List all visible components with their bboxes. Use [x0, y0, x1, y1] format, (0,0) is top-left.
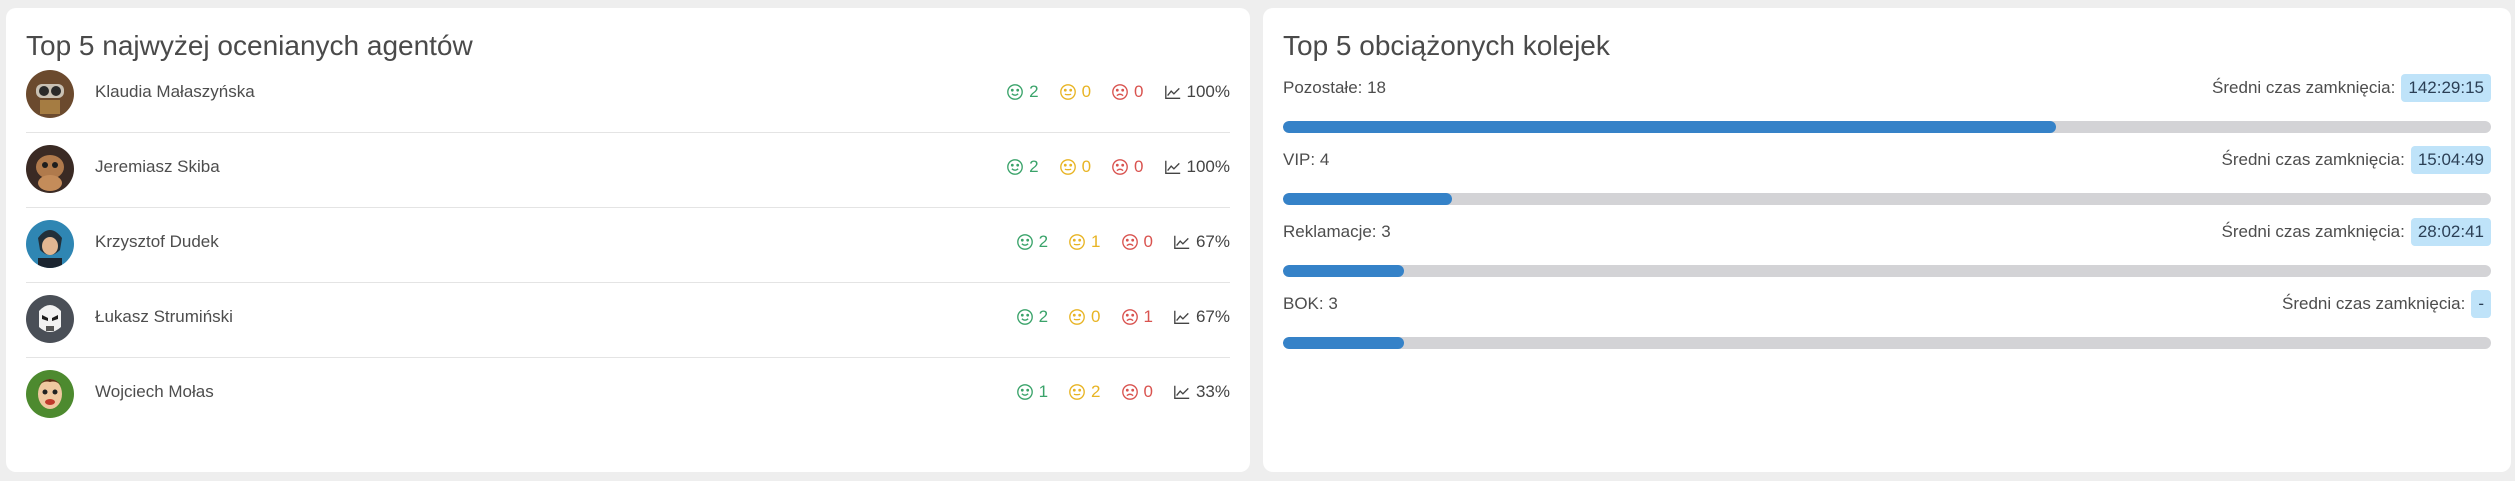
agent-name: Wojciech Mołas — [95, 382, 214, 401]
negative-rating: 0 — [1121, 232, 1153, 252]
agent-row[interactable]: Klaudia Małaszyńska 2 0 0 100% — [26, 58, 1230, 133]
frown-icon — [1112, 159, 1128, 175]
hero-avatar — [26, 220, 74, 268]
smile-icon — [1016, 234, 1033, 250]
agent-name: Krzysztof Dudek — [95, 232, 219, 251]
queue-load-fill — [1283, 121, 2057, 133]
smile-icon — [1007, 84, 1023, 100]
negative-rating: 1 — [1121, 307, 1153, 327]
agent-ratings: 1 2 0 33% — [1016, 382, 1230, 402]
neutral-rating: 1 — [1068, 232, 1101, 252]
smile-icon — [1007, 159, 1023, 175]
agent-ratings: 2 0 0 100% — [1006, 82, 1230, 102]
queue-load-bar — [1283, 193, 2491, 205]
closing-time: Średni czas zamknięcia: 28:02:41 — [2221, 216, 2491, 248]
agent-row[interactable]: Wojciech Mołas 1 2 0 33% — [26, 358, 1230, 432]
frown-icon — [1121, 234, 1138, 250]
agent-row[interactable]: Krzysztof Dudek 2 1 0 67% — [26, 208, 1230, 283]
closing-time-badge: - — [2471, 290, 2491, 318]
agent-ratings: 2 0 1 67% — [1016, 307, 1230, 327]
positive-rating: 1 — [1016, 382, 1048, 402]
neutral-face-icon — [1059, 159, 1076, 175]
negative-rating: 0 — [1121, 382, 1153, 402]
neutral-rating: 2 — [1068, 382, 1101, 402]
queue-label: Pozostałe: 18 — [1283, 78, 1387, 97]
closing-time-label: Średni czas zamknięcia: — [2221, 222, 2405, 241]
trooper-avatar — [26, 295, 74, 343]
creature-avatar — [26, 145, 74, 193]
neutral-face-icon — [1069, 309, 1085, 325]
closing-time: Średni czas zamknięcia: 142:29:15 — [2212, 72, 2491, 104]
queue-load-bar — [1283, 265, 2491, 277]
queue-label: BOK: 3 — [1283, 294, 1338, 313]
closing-time-label: Średni czas zamknięcia: — [2282, 294, 2466, 313]
queue-load-bar — [1283, 337, 2491, 349]
neutral-face-icon — [1069, 384, 1085, 400]
trend-chart-icon — [1174, 385, 1190, 399]
agent-name: Jeremiasz Skiba — [95, 157, 220, 176]
agent-row[interactable]: Łukasz Strumiński 2 0 1 67% — [26, 283, 1230, 358]
frown-icon — [1121, 384, 1138, 400]
queue-label: Reklamacje: 3 — [1283, 222, 1391, 241]
neutral-face-icon — [1069, 234, 1085, 250]
frown-icon — [1112, 84, 1128, 100]
agent-row[interactable]: Jeremiasz Skiba 2 0 0 100% — [26, 133, 1230, 208]
neutral-rating: 0 — [1059, 82, 1091, 102]
queue-load-fill — [1283, 337, 1404, 349]
closing-time-badge: 28:02:41 — [2410, 218, 2491, 246]
queue-row[interactable]: VIP: 4 Średni czas zamknięcia: 15:04:49 — [1283, 144, 2491, 216]
queue-load-fill — [1283, 265, 1404, 277]
positive-rating: 2 — [1016, 232, 1048, 252]
negative-rating: 0 — [1111, 157, 1144, 177]
satisfaction-rate: 67% — [1173, 307, 1230, 327]
trend-chart-icon — [1164, 160, 1180, 174]
trend-chart-icon — [1174, 310, 1190, 324]
closing-time-badge: 15:04:49 — [2410, 146, 2491, 174]
positive-rating: 2 — [1006, 157, 1039, 177]
agent-ratings: 2 0 0 100% — [1006, 157, 1230, 177]
queue-row[interactable]: Pozostałe: 18 Średni czas zamknięcia: 14… — [1283, 72, 2491, 144]
negative-rating: 0 — [1111, 82, 1144, 102]
satisfaction-rate: 33% — [1173, 382, 1230, 402]
neutral-rating: 0 — [1068, 307, 1101, 327]
closing-time-label: Średni czas zamknięcia: — [2221, 150, 2405, 169]
trend-chart-icon — [1164, 85, 1180, 99]
neutral-face-icon — [1059, 84, 1076, 100]
closing-time-label: Średni czas zamknięcia: — [2212, 78, 2396, 97]
satisfaction-rate: 100% — [1164, 82, 1230, 102]
queue-label: VIP: 4 — [1283, 150, 1330, 169]
queue-row[interactable]: BOK: 3 Średni czas zamknięcia: - — [1283, 288, 2491, 360]
closing-time-badge: 142:29:15 — [2401, 74, 2491, 102]
top-queues-title: Top 5 obciążonych kolejek — [1283, 30, 1610, 61]
satisfaction-rate: 67% — [1173, 232, 1230, 252]
satisfaction-rate: 100% — [1164, 157, 1230, 177]
closing-time: Średni czas zamknięcia: - — [2282, 288, 2491, 320]
agent-name: Łukasz Strumiński — [95, 307, 233, 326]
positive-rating: 2 — [1006, 82, 1039, 102]
trend-chart-icon — [1174, 235, 1190, 249]
closing-time: Średni czas zamknięcia: 15:04:49 — [2221, 144, 2491, 176]
top-queues-panel: Top 5 obciążonych kolejek Pozostałe: 18 … — [1263, 8, 2511, 472]
top-agents-panel: Top 5 najwyżej ocenianych agentów Klaudi… — [6, 8, 1250, 472]
frown-icon — [1121, 309, 1138, 325]
neutral-rating: 0 — [1059, 157, 1091, 177]
smile-icon — [1016, 384, 1033, 400]
queue-load-bar — [1283, 121, 2491, 133]
positive-rating: 2 — [1016, 307, 1048, 327]
robot-avatar — [26, 70, 74, 118]
agent-ratings: 2 1 0 67% — [1016, 232, 1230, 252]
agent-name: Klaudia Małaszyńska — [95, 82, 255, 101]
top-agents-title: Top 5 najwyżej ocenianych agentów — [26, 30, 473, 61]
smile-icon — [1016, 309, 1033, 325]
cartoon-avatar — [26, 370, 74, 418]
queue-load-fill — [1283, 193, 1453, 205]
queue-row[interactable]: Reklamacje: 3 Średni czas zamknięcia: 28… — [1283, 216, 2491, 288]
